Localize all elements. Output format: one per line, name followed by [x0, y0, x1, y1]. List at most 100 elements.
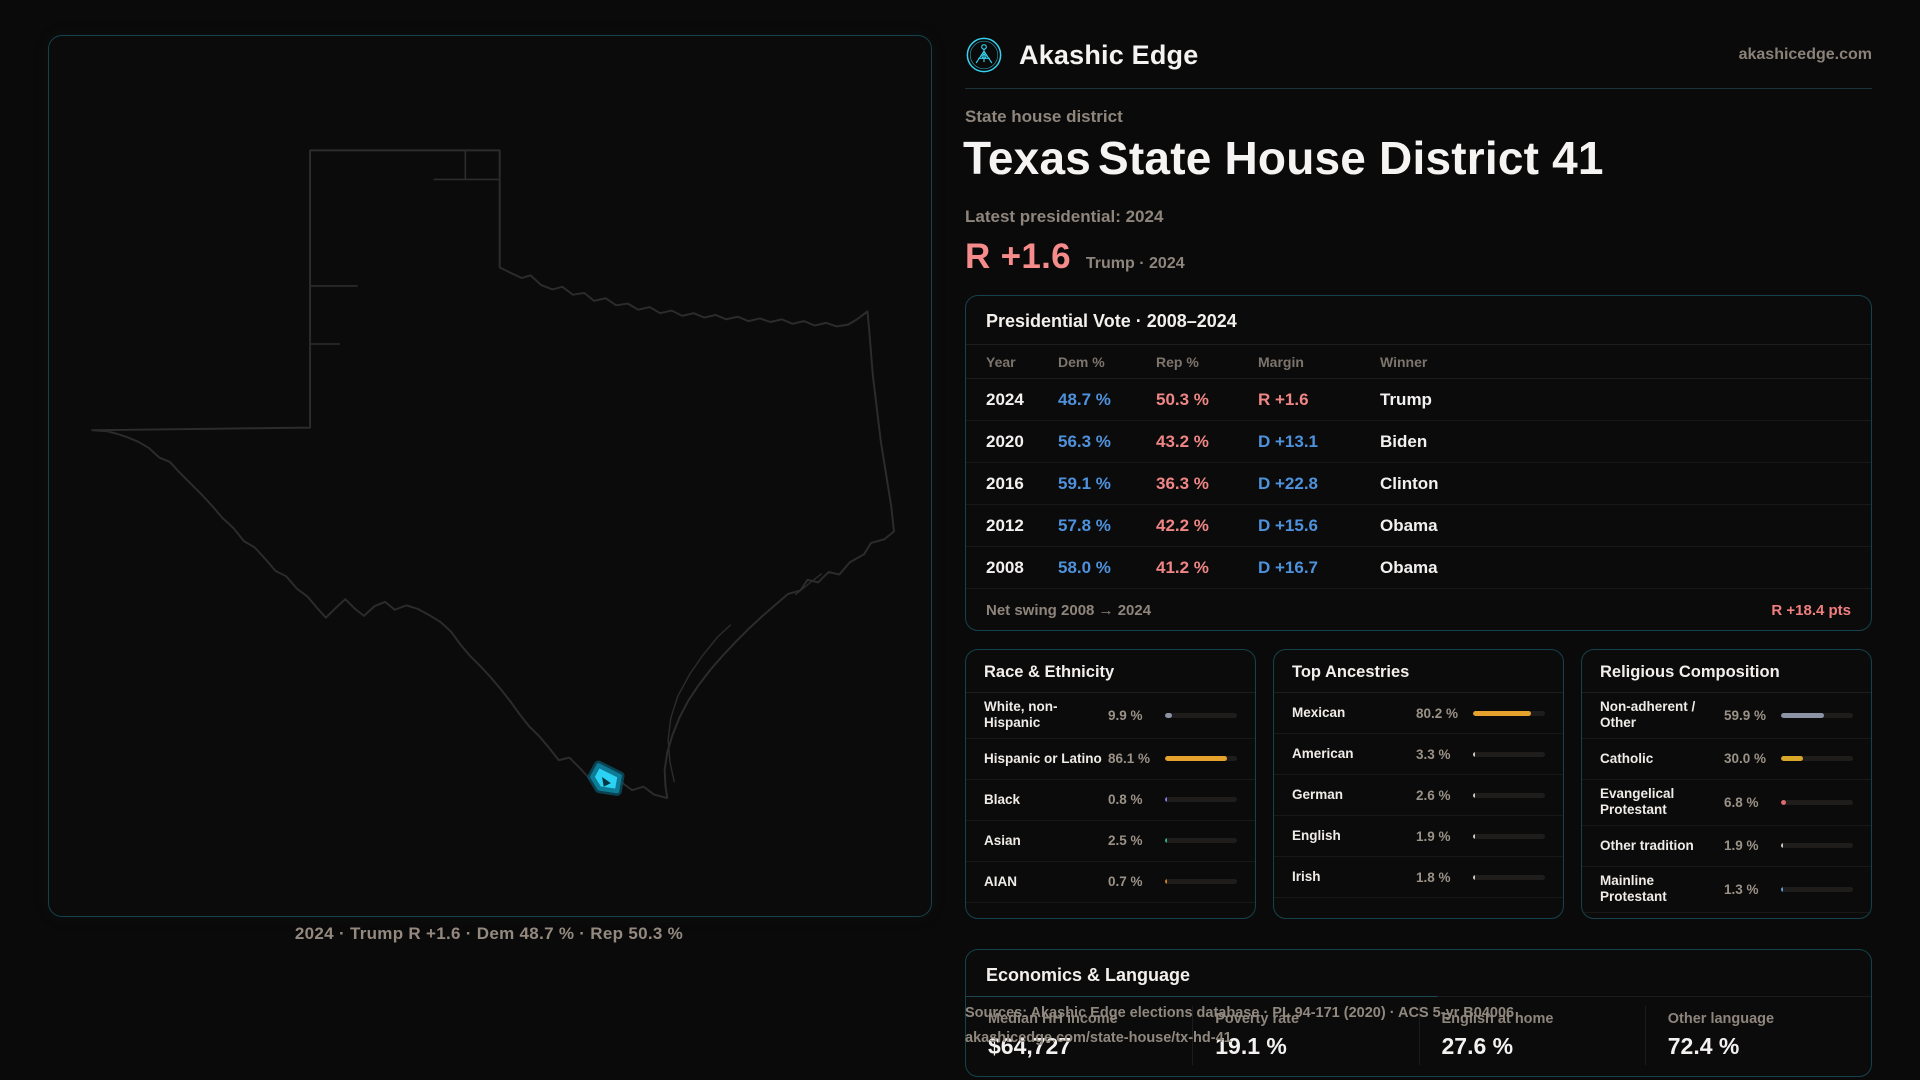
- demographic-bar: [1165, 712, 1237, 718]
- demographic-row: Non-adherent / Other 59.9 %: [1582, 693, 1871, 739]
- demographic-value: 86.1 %: [1108, 751, 1151, 767]
- demographic-bar: [1781, 756, 1853, 762]
- economics-stats: Median HH income $64,727 Poverty rate 19.1 …: [966, 997, 1871, 1065]
- title-state: Texas: [963, 132, 1092, 184]
- demographic-label: German: [1292, 786, 1344, 802]
- demographic-label: Black: [984, 791, 1021, 807]
- economics-stat: Median HH income $64,727: [966, 1006, 1192, 1065]
- demographic-bar: [1781, 886, 1853, 892]
- demographic-label: White, non-Hispanic: [984, 699, 1058, 731]
- stat-label: Median HH income: [988, 1011, 1118, 1027]
- demographic-value: 30.0 %: [1724, 751, 1767, 767]
- vote-table-row: 2016 59.1 % 36.3 % D +22.8 Clinton: [966, 463, 1871, 505]
- demographic-bar-fill: [1473, 751, 1475, 757]
- dem-cell: 56.3 %: [1058, 431, 1111, 451]
- demographic-label: Mexican: [1292, 704, 1346, 720]
- winner-cell: Obama: [1380, 515, 1438, 535]
- year-cell: 2020: [986, 431, 1024, 451]
- demographic-row: Mainline Protestant 1.3 %: [1582, 867, 1871, 913]
- demographic-bar-fill: [1781, 843, 1783, 849]
- demographic-row: German 2.6 %: [1274, 775, 1563, 816]
- demographic-label: Mainline Protestant: [1600, 872, 1667, 905]
- margin-cell: D +22.8: [1258, 473, 1319, 493]
- state-map-panel: [48, 35, 932, 917]
- demographic-bar-fill: [1165, 838, 1167, 844]
- headline-margin-row: R +1.6 Trump · 2024: [965, 237, 1185, 277]
- demographic-row: English 1.9 %: [1274, 816, 1563, 857]
- col-winner: Winner: [1380, 353, 1428, 370]
- demographic-bar-fill: [1781, 886, 1783, 892]
- vote-card-title: Presidential Vote · 2008–2024: [966, 296, 1871, 345]
- demographic-row: Irish 1.8 %: [1274, 857, 1563, 898]
- rep-cell: 41.2 %: [1156, 557, 1209, 577]
- demographic-label: Other tradition: [1600, 837, 1694, 853]
- demographic-row: Other tradition 1.9 %: [1582, 826, 1871, 867]
- demographic-label: Non-adherent / Other: [1600, 699, 1696, 731]
- demographic-row: Hispanic or Latino 86.1 %: [966, 739, 1255, 780]
- vote-table-row: 2012 57.8 % 42.2 % D +15.6 Obama: [966, 505, 1871, 547]
- brand-domain-link[interactable]: akashicedge.com: [1738, 46, 1872, 63]
- demographic-card-title: Top Ancestries: [1274, 650, 1563, 693]
- demographic-label: Evangelical Protestant: [1600, 785, 1675, 818]
- presidential-vote-card: Presidential Vote · 2008–2024 Year Dem %…: [965, 295, 1872, 631]
- demographic-card: Race & Ethnicity White, non-Hispanic 9.9 %…: [965, 649, 1256, 919]
- stat-label: English at home: [1441, 1011, 1554, 1027]
- stat-value: 72.4 %: [1667, 1033, 1740, 1059]
- dem-cell: 59.1 %: [1058, 473, 1111, 493]
- demographic-bar-fill: [1781, 756, 1803, 762]
- demographic-bar: [1781, 799, 1853, 805]
- demographic-bar-fill: [1781, 799, 1786, 805]
- demographic-bar: [1165, 838, 1237, 844]
- margin-cell: D +13.1: [1258, 431, 1319, 451]
- demographic-value: 1.9 %: [1724, 838, 1759, 854]
- winner-cell: Clinton: [1380, 473, 1439, 493]
- demographic-label: English: [1292, 827, 1341, 843]
- demographic-bar: [1781, 712, 1853, 718]
- demographic-bar-fill: [1165, 797, 1167, 803]
- brand-logo-icon: [966, 37, 1002, 73]
- demographic-value: 1.9 %: [1416, 828, 1451, 844]
- rep-cell: 36.3 %: [1156, 473, 1209, 493]
- demographic-row: AIAN 0.7 %: [966, 862, 1255, 903]
- dem-cell: 58.0 %: [1058, 557, 1111, 577]
- demographic-card-title: Religious Composition: [1582, 650, 1871, 693]
- stat-value: 27.6 %: [1441, 1033, 1514, 1059]
- demographic-row: Asian 2.5 %: [966, 821, 1255, 862]
- stat-value: 19.1 %: [1215, 1033, 1287, 1059]
- demographic-row: White, non-Hispanic 9.9 %: [966, 693, 1255, 739]
- demographic-value: 0.8 %: [1108, 792, 1143, 808]
- rep-cell: 50.3 %: [1156, 389, 1209, 409]
- demographic-row: American 3.3 %: [1274, 734, 1563, 775]
- col-year: Year: [986, 353, 1016, 370]
- demographic-bar-fill: [1473, 710, 1531, 716]
- demographic-row: Black 0.8 %: [966, 780, 1255, 821]
- dem-cell: 48.7 %: [1058, 389, 1111, 409]
- vote-table-body: 2024 48.7 % 50.3 % R +1.6 Trump 2020 56.3 % 43.…: [966, 379, 1871, 589]
- demographic-value: 6.8 %: [1724, 794, 1759, 810]
- headline-margin-value: R +1.6: [965, 237, 1071, 276]
- header-divider: [965, 88, 1872, 89]
- economics-stat: English at home 27.6 %: [1418, 1006, 1645, 1065]
- demographic-value: 1.3 %: [1724, 881, 1759, 897]
- demographic-row: Catholic 30.0 %: [1582, 739, 1871, 780]
- demographic-label: Irish: [1292, 868, 1321, 884]
- texas-map: [91, 149, 895, 800]
- latest-presidential-label: Latest presidential: 2024: [965, 207, 1164, 226]
- demographic-bar: [1165, 879, 1237, 885]
- vote-table-row: 2008 58.0 % 41.2 % D +16.7 Obama: [966, 547, 1871, 589]
- demographic-bar-fill: [1473, 792, 1475, 798]
- vote-table-footer: Net swing 2008 → 2024 R +18.4 pts: [966, 589, 1871, 630]
- demographic-row: Mexican 80.2 %: [1274, 693, 1563, 734]
- demographic-bar: [1781, 843, 1853, 849]
- demographic-value: 0.7 %: [1108, 874, 1143, 890]
- demographic-card: Top Ancestries Mexican 80.2 % American 3.3 %…: [1273, 649, 1564, 919]
- district-marker[interactable]: [590, 763, 622, 794]
- brand-name: Akashic Edge: [1019, 39, 1199, 70]
- year-cell: 2012: [986, 515, 1024, 535]
- demographic-bar-fill: [1473, 833, 1475, 839]
- rep-cell: 43.2 %: [1156, 431, 1209, 451]
- stat-value: $64,727: [988, 1033, 1072, 1059]
- district-type-label: State house district: [965, 107, 1123, 126]
- year-cell: 2024: [986, 389, 1024, 409]
- demographic-label: Asian: [984, 832, 1021, 848]
